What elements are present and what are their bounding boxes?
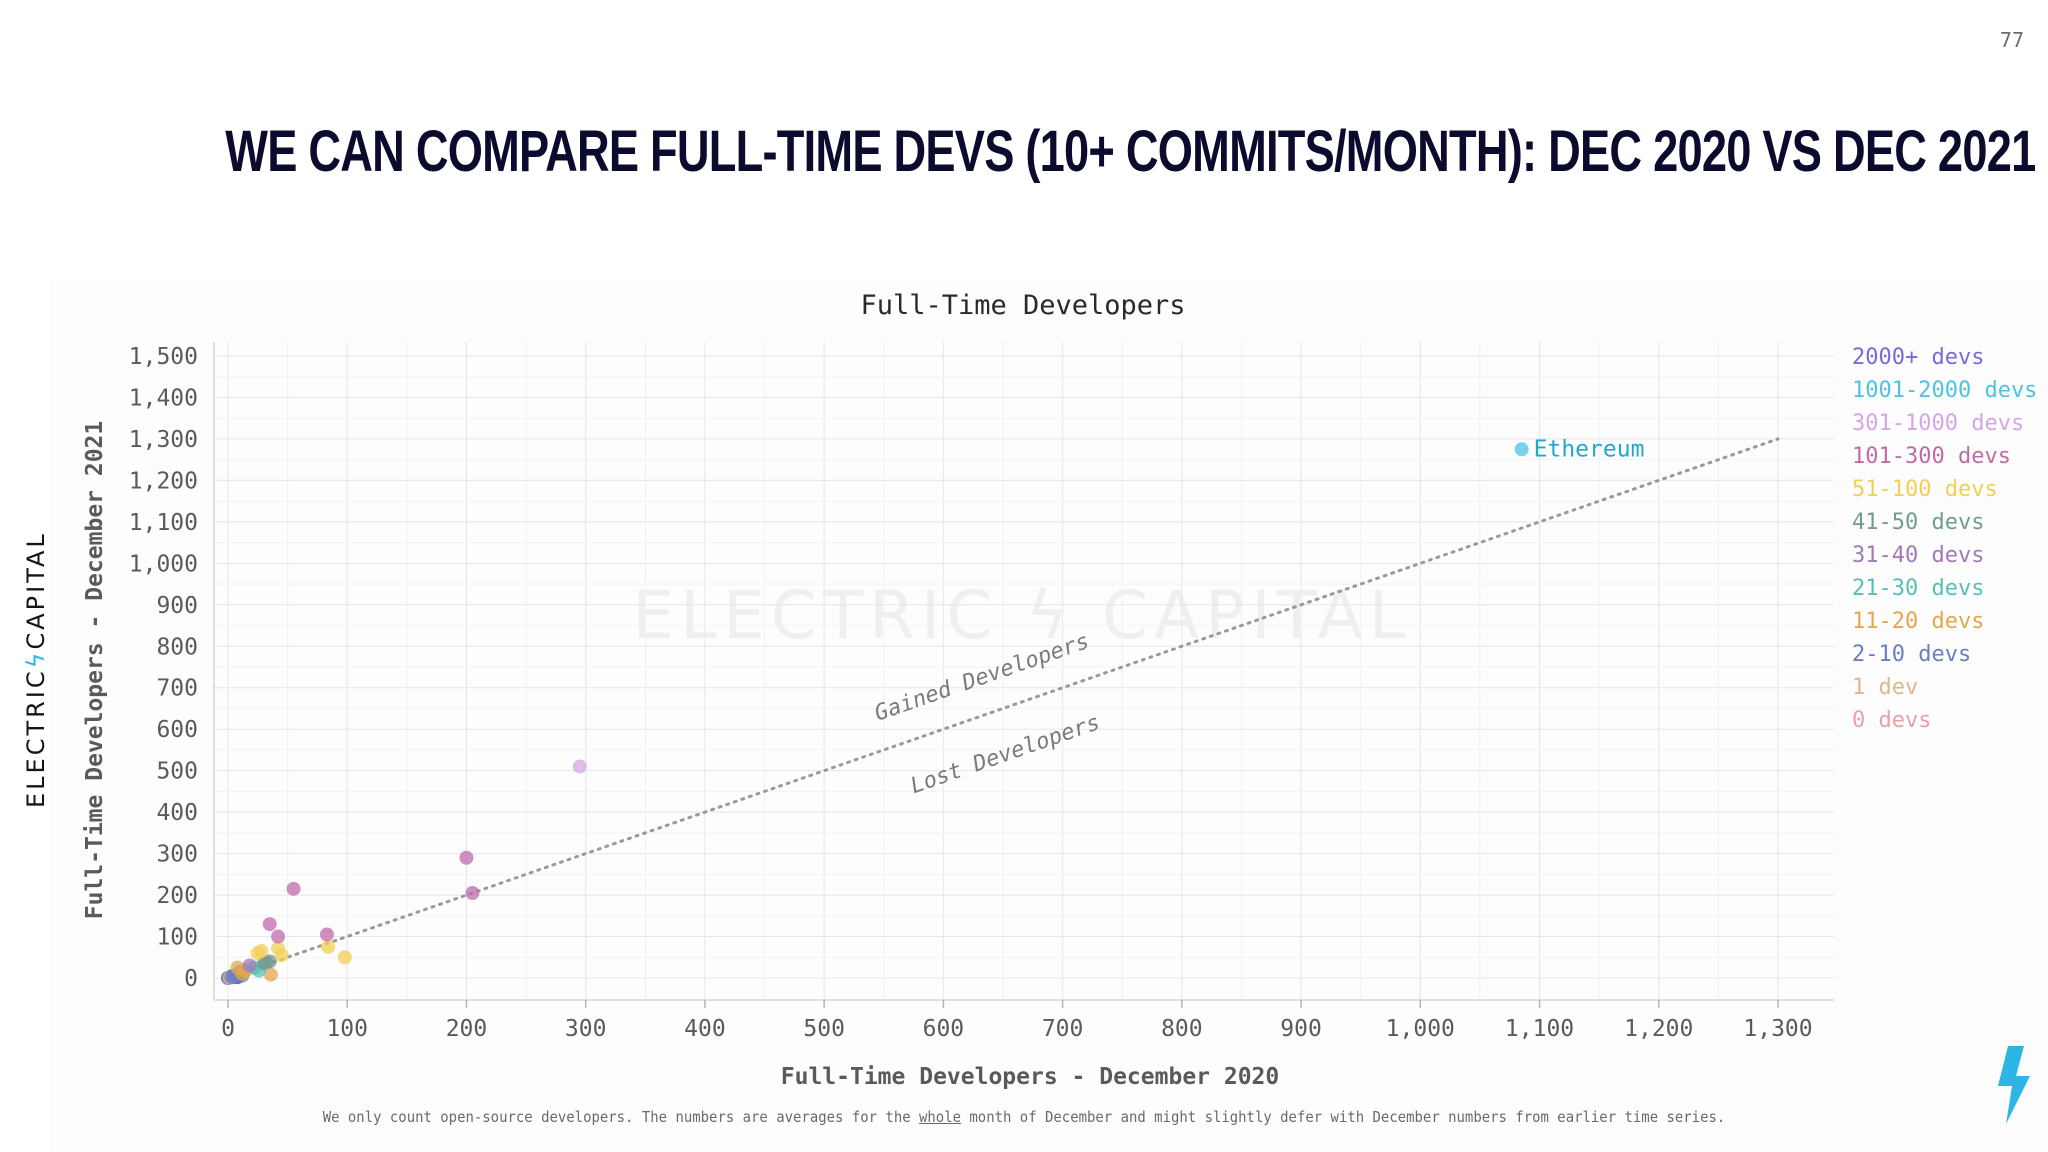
x-tick-label: 1,100 <box>1505 1016 1574 1042</box>
lost-developers-label: Lost Developers <box>907 710 1103 799</box>
legend-item[interactable]: 1001-2000 devs <box>1852 378 2037 403</box>
x-tick-label: 1,000 <box>1386 1016 1455 1042</box>
data-point[interactable] <box>572 759 587 774</box>
x-tick-label: 0 <box>221 1016 235 1042</box>
y-tick-label: 1,000 <box>129 551 198 577</box>
y-tick-label: 900 <box>156 593 198 619</box>
y-tick-label: 1,500 <box>129 344 198 370</box>
legend-item[interactable]: 21-30 devs <box>1852 576 1984 601</box>
x-tick-label: 600 <box>923 1016 965 1042</box>
data-point[interactable] <box>256 956 271 971</box>
axes: 0 100 200 300 400 500 600 700 800 900 1,000 1,100 1,… <box>129 342 1834 1042</box>
y-tick-label: 500 <box>156 759 198 785</box>
legend-item[interactable]: 51-100 devs <box>1852 477 1998 502</box>
data-point[interactable] <box>262 917 277 932</box>
x-tick-label: 700 <box>1042 1016 1084 1042</box>
data-points: Ethereum <box>221 436 1644 985</box>
footnote-text-before: We only count open-source developers. Th… <box>322 1108 920 1126</box>
data-point[interactable] <box>286 881 301 896</box>
data-point[interactable] <box>459 850 474 865</box>
legend-item[interactable]: 2000+ devs <box>1852 345 1984 370</box>
data-point[interactable] <box>319 927 334 942</box>
point-label: Ethereum <box>1534 436 1645 462</box>
legend-item[interactable]: 2-10 devs <box>1852 642 1971 667</box>
data-point[interactable] <box>230 960 245 975</box>
y-tick-label: 600 <box>156 717 198 743</box>
watermark: ELECTRIC ϟ CAPITAL <box>632 577 1411 654</box>
y-tick-label: 0 <box>184 966 198 992</box>
legend-item[interactable]: 101-300 devs <box>1852 444 2011 469</box>
reference-diagonal-line <box>226 437 1780 980</box>
y-tick-label: 300 <box>156 842 198 868</box>
data-point[interactable] <box>263 967 278 982</box>
y-tick-label: 400 <box>156 800 198 826</box>
x-tick-label: 500 <box>803 1016 845 1042</box>
chart-title: Full-Time Developers <box>860 290 1185 321</box>
legend-item[interactable]: 11-20 devs <box>1852 609 1984 634</box>
x-tick-label: 300 <box>565 1016 607 1042</box>
y-tick-label: 1,100 <box>129 510 198 536</box>
data-point[interactable] <box>465 885 480 900</box>
data-point[interactable] <box>1514 442 1529 457</box>
footnote-text-after: month of December and might slightly def… <box>961 1108 1726 1126</box>
y-tick-label: 100 <box>156 925 198 951</box>
page-number: 77 <box>1999 28 2024 52</box>
data-point[interactable] <box>271 929 286 944</box>
y-tick-label: 700 <box>156 676 198 702</box>
footnote: We only count open-source developers. Th… <box>72 1108 1977 1126</box>
legend-item[interactable]: 301-1000 devs <box>1852 411 2024 436</box>
data-point[interactable] <box>271 941 286 956</box>
data-point[interactable] <box>321 939 336 954</box>
legend-item[interactable]: 1 dev <box>1852 675 1918 700</box>
x-tick-label: 1,200 <box>1624 1016 1693 1042</box>
slide-title: We can compare full-time devs (10+ commi… <box>225 119 2036 184</box>
grid-lines <box>214 342 1834 1000</box>
y-tick-label: 800 <box>156 634 198 660</box>
footnote-underlined-word: whole <box>919 1108 962 1126</box>
y-axis-label: Full-Time Developers - December 2021 <box>82 421 108 920</box>
chart-panel <box>50 280 2048 1152</box>
y-tick-label: 1,400 <box>129 385 198 411</box>
y-tick-label: 1,200 <box>129 468 198 494</box>
data-point[interactable] <box>242 958 257 973</box>
x-tick-label: 1,300 <box>1743 1016 1812 1042</box>
x-tick-label: 900 <box>1280 1016 1322 1042</box>
x-tick-label: 100 <box>326 1016 368 1042</box>
legend: 2000+ devs 1001-2000 devs 301-1000 devs 101… <box>1852 345 2037 733</box>
legend-item[interactable]: 0 devs <box>1852 708 1931 733</box>
data-point[interactable] <box>337 950 352 965</box>
x-axis-label: Full-Time Developers - December 2020 <box>781 1064 1280 1090</box>
y-tick-label: 200 <box>156 883 198 909</box>
x-tick-label: 400 <box>684 1016 726 1042</box>
legend-item[interactable]: 41-50 devs <box>1852 510 1984 535</box>
y-tick-label: 1,300 <box>129 427 198 453</box>
x-tick-label: 800 <box>1161 1016 1203 1042</box>
data-point[interactable] <box>250 946 265 961</box>
lightning-bolt-icon <box>1998 1046 2030 1124</box>
x-tick-label: 200 <box>446 1016 488 1042</box>
legend-item[interactable]: 31-40 devs <box>1852 543 1984 568</box>
